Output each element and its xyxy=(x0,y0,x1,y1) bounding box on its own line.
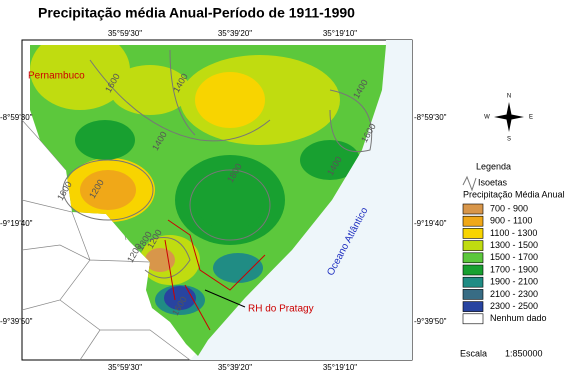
left-coord: -9°39'50" xyxy=(0,317,33,326)
right-coord: -9°39'50" xyxy=(414,317,447,326)
legend-label: 1500 - 1700 xyxy=(490,252,538,262)
compass-s: S xyxy=(507,137,511,143)
legend-label: 900 - 1100 xyxy=(490,216,532,226)
legend-isolines: Isoetas xyxy=(478,177,508,187)
legend-label: 1100 - 1300 xyxy=(490,228,537,238)
legend-label: 1900 - 2100 xyxy=(490,277,538,287)
top-coord: 35°19'10" xyxy=(323,29,357,38)
isolines xyxy=(62,49,373,279)
legend-title: Legenda xyxy=(476,161,511,171)
zone xyxy=(300,140,360,180)
zone xyxy=(110,65,190,115)
legend-swatch xyxy=(462,203,484,215)
state-label: Pernambuco xyxy=(28,71,85,82)
basin-label: RH do Pratagy xyxy=(248,304,314,315)
legend-label: 700 - 900 xyxy=(490,203,528,213)
isoline-symbol xyxy=(462,175,477,192)
legend-swatch xyxy=(462,252,484,264)
bottom-coord: 35°39'20" xyxy=(218,363,252,372)
left-coord: -8°59'30" xyxy=(0,113,33,122)
legend-swatch xyxy=(462,276,484,288)
zone xyxy=(195,72,265,128)
scale-value: 1:850000 xyxy=(505,348,543,358)
compass: N S E W xyxy=(484,94,533,143)
basin-outline xyxy=(164,219,266,331)
title: Precipitação média Anual-Período de 1911… xyxy=(38,5,355,21)
zone xyxy=(145,248,175,272)
legend-label: 1700 - 1900 xyxy=(490,264,538,274)
bottom-coord: 35°19'10" xyxy=(323,363,357,372)
left-coord: -9°19'40" xyxy=(0,219,33,228)
legend-swatch xyxy=(462,301,484,312)
legend-swatch xyxy=(462,228,484,239)
right-coord: -9°19'40" xyxy=(414,219,447,228)
scale-label: Escala xyxy=(460,348,487,358)
zone xyxy=(164,286,196,310)
zone xyxy=(213,253,263,283)
leader xyxy=(204,289,246,308)
zone xyxy=(195,170,265,230)
compass-rose xyxy=(494,102,524,132)
legend-label: 1300 - 1500 xyxy=(490,240,538,250)
legend-swatch xyxy=(462,240,484,251)
bottom-coord: 35°59'30" xyxy=(108,363,142,372)
right-coord: -8°59'30" xyxy=(414,113,447,122)
legend-swatch xyxy=(462,215,484,227)
legend-label: Nenhum dado xyxy=(490,313,547,323)
compass-e: E xyxy=(529,115,533,121)
zone xyxy=(80,170,136,210)
legend-label: 2100 - 2300 xyxy=(490,289,538,299)
legend-swatch xyxy=(462,289,484,300)
compass-n: N xyxy=(507,94,511,100)
legend-swatch xyxy=(462,313,484,325)
top-coord: 35°59'30" xyxy=(108,29,142,38)
legend-precip-title: Precipitação Média Anual xyxy=(463,189,565,199)
top-coord: 35°39'20" xyxy=(218,29,252,38)
ocean xyxy=(190,40,412,360)
zone xyxy=(75,120,135,160)
legend-label: 2300 - 2500 xyxy=(490,301,538,311)
compass-w: W xyxy=(484,115,490,121)
zone xyxy=(30,45,130,110)
legend-swatch xyxy=(462,264,484,276)
